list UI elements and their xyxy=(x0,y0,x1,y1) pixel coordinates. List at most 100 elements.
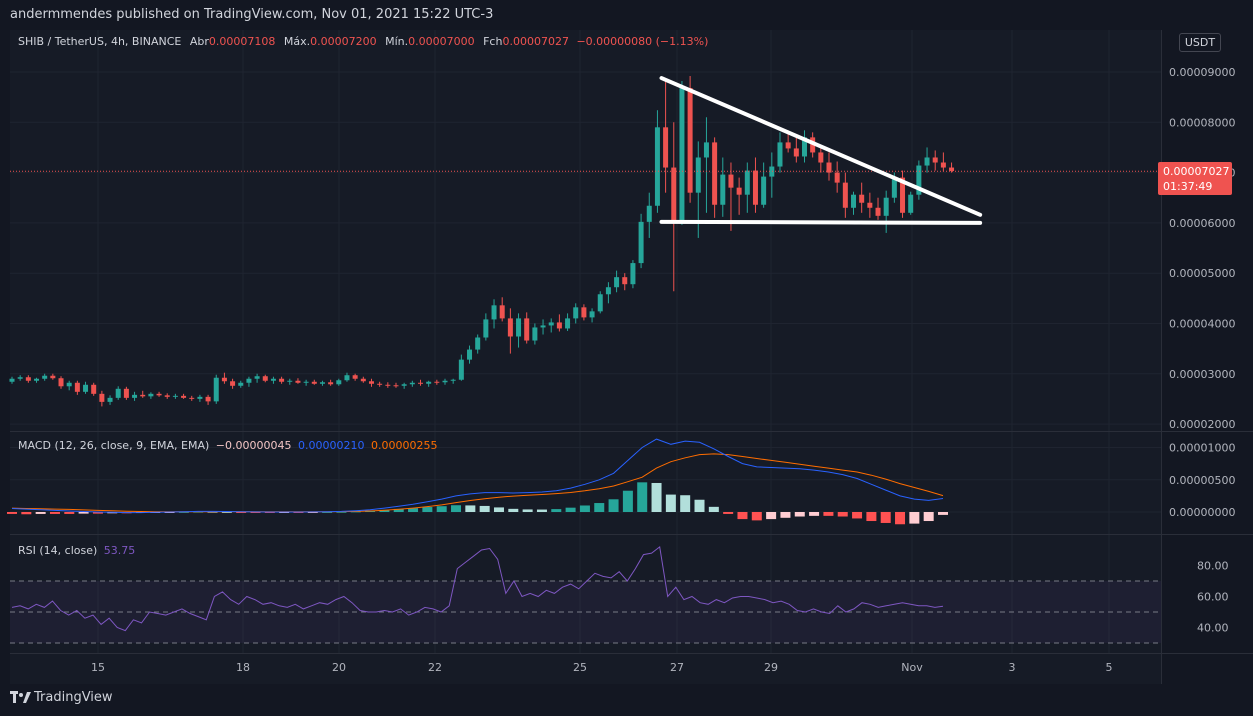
candle-body xyxy=(377,383,383,385)
candle xyxy=(793,134,799,163)
macd-histogram-bar xyxy=(723,512,734,514)
candle-body xyxy=(605,287,611,295)
candle-body xyxy=(507,318,513,337)
candle-body xyxy=(851,194,857,208)
candle xyxy=(458,354,464,381)
candle xyxy=(940,152,946,172)
macd-histogram-bar xyxy=(551,509,562,512)
candle-body xyxy=(581,307,587,318)
macd-histogram-bar xyxy=(493,507,504,512)
candle xyxy=(532,323,538,345)
candle-body xyxy=(826,162,832,173)
candle xyxy=(744,162,750,213)
candle-body xyxy=(752,170,758,205)
candle-body xyxy=(785,142,791,149)
macd-histogram-bar xyxy=(21,512,32,515)
candle xyxy=(654,110,660,213)
candle xyxy=(467,345,473,364)
candle-body xyxy=(238,382,244,386)
candle xyxy=(409,380,415,387)
candle xyxy=(761,162,767,208)
candle xyxy=(826,152,832,181)
chart-area[interactable] xyxy=(10,30,1161,684)
candle xyxy=(58,376,64,389)
currency-button[interactable]: USDT xyxy=(1179,33,1221,52)
candle-body xyxy=(949,167,955,172)
candle-body xyxy=(679,88,685,223)
macd-histogram-bar xyxy=(823,512,834,516)
candle-body xyxy=(287,380,293,382)
candle xyxy=(172,393,178,399)
symbol-label[interactable]: SHIB / TetherUS, 4h, BINANCE xyxy=(18,35,182,48)
price-axis[interactable] xyxy=(1161,30,1253,684)
footer-brand[interactable]: TradingView xyxy=(34,690,113,705)
macd-histogram-bar xyxy=(307,512,318,513)
macd-histogram-bar xyxy=(766,512,777,520)
macd-histogram-bar xyxy=(665,494,676,512)
macd-histogram-bar xyxy=(708,506,719,512)
candle xyxy=(74,380,80,395)
candle-body xyxy=(401,384,407,386)
candle xyxy=(565,313,571,331)
candle-body xyxy=(908,194,914,213)
candle xyxy=(34,377,40,383)
candle-body xyxy=(900,177,906,213)
macd-tick-label: 0.00000500 xyxy=(1169,474,1235,487)
macd-histogram-bar xyxy=(809,512,820,516)
candle-body xyxy=(197,396,203,399)
candle xyxy=(597,291,603,314)
candle-body xyxy=(818,152,824,163)
candle-body xyxy=(532,327,538,341)
tradingview-logo-icon[interactable] xyxy=(10,691,32,705)
macd-histogram-bar xyxy=(49,512,60,514)
macd-histogram-bar xyxy=(451,505,462,512)
candle-body xyxy=(475,337,481,350)
candle-body xyxy=(736,187,742,195)
candle-body xyxy=(34,378,40,381)
candle-body xyxy=(172,395,178,397)
candle-body xyxy=(279,378,285,382)
candle xyxy=(123,386,129,400)
candle-body xyxy=(883,197,889,216)
rsi-value: 53.75 xyxy=(103,544,136,557)
candle-body xyxy=(213,377,219,402)
candle-body xyxy=(565,318,571,329)
candle xyxy=(238,380,244,388)
candle xyxy=(434,379,440,385)
candle xyxy=(908,191,914,215)
macd-histogram-bar xyxy=(680,495,691,512)
macd-histogram-bar xyxy=(737,512,748,520)
time-tick-label: 29 xyxy=(764,661,778,674)
candle-body xyxy=(74,382,80,392)
macd-histogram-bar xyxy=(250,512,261,513)
candle-body xyxy=(891,177,897,198)
candle-body xyxy=(483,319,489,338)
candle xyxy=(573,303,579,324)
macd-histogram-bar xyxy=(536,509,547,512)
candle xyxy=(287,378,293,385)
macd-histogram-bar xyxy=(522,509,533,512)
rsi-line xyxy=(11,545,944,632)
candle xyxy=(17,375,23,381)
candle-body xyxy=(712,142,718,205)
candle xyxy=(221,372,227,384)
candle xyxy=(801,130,807,163)
candle-body xyxy=(646,205,652,222)
candle xyxy=(418,379,423,386)
candle-body xyxy=(442,380,448,383)
candle xyxy=(115,386,121,400)
rsi-label[interactable]: RSI (14, close) xyxy=(18,544,98,557)
macd-histogram-bar xyxy=(880,512,891,523)
macd-label[interactable]: MACD (12, 26, close, 9, EMA, EMA) xyxy=(18,439,210,452)
candle xyxy=(932,150,938,171)
candle-body xyxy=(393,385,399,387)
candle-body xyxy=(17,377,23,379)
candle-body xyxy=(409,382,415,385)
candle xyxy=(25,375,31,383)
candle xyxy=(360,376,366,383)
candle-body xyxy=(181,395,187,398)
candle xyxy=(507,308,513,354)
candle xyxy=(900,170,906,218)
time-tick-label: 27 xyxy=(670,661,684,674)
